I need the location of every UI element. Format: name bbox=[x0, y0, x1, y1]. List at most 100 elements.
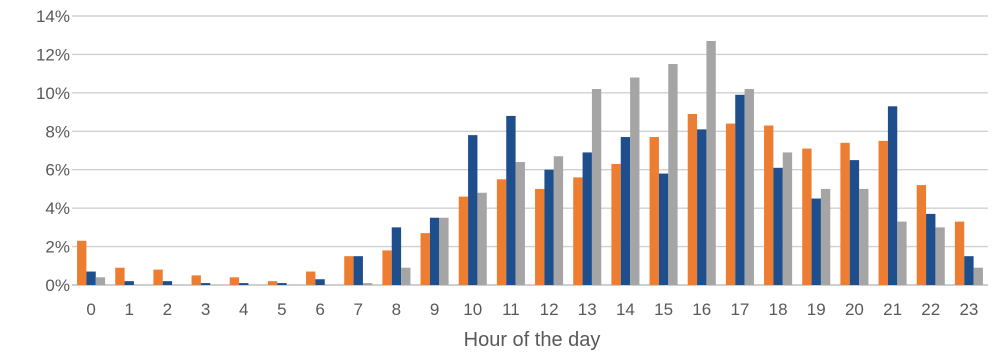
bar-series-1 bbox=[649, 137, 659, 285]
x-tick-label: 23 bbox=[959, 300, 978, 319]
bar-series-2 bbox=[697, 129, 707, 285]
bar-series-1 bbox=[840, 142, 850, 285]
bar-series-2 bbox=[391, 227, 402, 285]
bar-series-1 bbox=[306, 271, 316, 285]
bar-series-2 bbox=[773, 167, 783, 285]
bar-series-2 bbox=[429, 217, 440, 285]
bar-series-2 bbox=[353, 256, 363, 285]
x-tick-label: 1 bbox=[125, 300, 134, 319]
x-tick-label: 18 bbox=[769, 300, 788, 319]
y-tick-label: 4% bbox=[45, 199, 70, 218]
bar-series-3 bbox=[897, 221, 907, 285]
bar-series-2 bbox=[162, 281, 173, 285]
bar-series-3 bbox=[630, 77, 640, 285]
bar-series-1 bbox=[344, 256, 354, 285]
x-tick-label: 22 bbox=[921, 300, 940, 319]
bar-series-3 bbox=[973, 267, 983, 285]
x-tick-label: 21 bbox=[883, 300, 902, 319]
bar-series-1 bbox=[458, 196, 469, 285]
bar-series-1 bbox=[153, 269, 163, 285]
bar-series-2 bbox=[849, 160, 860, 285]
bar-series-2 bbox=[277, 283, 287, 285]
x-tick-label: 19 bbox=[807, 300, 826, 319]
y-tick-label: 10% bbox=[36, 84, 70, 103]
bar-series-3 bbox=[744, 89, 754, 285]
bar-series-1 bbox=[878, 140, 888, 285]
y-tick-label: 12% bbox=[36, 45, 70, 64]
y-tick-label: 8% bbox=[45, 122, 70, 141]
x-tick-label: 13 bbox=[578, 300, 597, 319]
bars bbox=[77, 40, 983, 286]
x-tick-label: 10 bbox=[463, 300, 482, 319]
bar-series-1 bbox=[916, 185, 927, 285]
bar-series-2 bbox=[887, 106, 898, 285]
bar-series-3 bbox=[935, 227, 945, 285]
y-tick-label: 2% bbox=[45, 238, 70, 257]
x-tick-label: 16 bbox=[692, 300, 711, 319]
bar-series-1 bbox=[687, 113, 698, 285]
bar-series-1 bbox=[115, 267, 125, 285]
y-tick-label: 14% bbox=[36, 7, 70, 26]
y-tick-label: 6% bbox=[45, 161, 70, 180]
bar-series-2 bbox=[86, 271, 96, 285]
bar-series-3 bbox=[782, 152, 793, 285]
y-tick-label: 0% bbox=[45, 276, 70, 295]
x-tick-label: 7 bbox=[354, 300, 363, 319]
bar-series-2 bbox=[811, 198, 821, 285]
bar-series-3 bbox=[401, 267, 411, 285]
x-tick-label: 3 bbox=[201, 300, 210, 319]
bar-series-2 bbox=[200, 283, 211, 285]
x-tick-label: 4 bbox=[239, 300, 248, 319]
x-tick-label: 0 bbox=[86, 300, 95, 319]
bar-series-2 bbox=[239, 283, 249, 285]
bar-series-1 bbox=[725, 123, 736, 285]
bar-series-1 bbox=[954, 221, 965, 285]
bar-series-2 bbox=[468, 135, 478, 285]
x-axis-title: Hour of the day bbox=[464, 329, 601, 351]
bar-series-2 bbox=[315, 279, 325, 285]
bar-series-2 bbox=[582, 152, 592, 285]
bar-series-3 bbox=[477, 192, 487, 285]
bar-series-1 bbox=[420, 233, 430, 285]
bar-series-1 bbox=[802, 148, 812, 285]
bar-series-2 bbox=[124, 281, 134, 285]
x-tick-label: 11 bbox=[502, 300, 520, 319]
bar-series-1 bbox=[535, 188, 545, 285]
y-axis-ticks: 0% 2% 4% 6% 8% 10% 12% 14% bbox=[36, 7, 70, 295]
bar-series-3 bbox=[362, 283, 373, 285]
bar-series-1 bbox=[496, 179, 507, 285]
x-tick-label: 15 bbox=[654, 300, 673, 319]
bar-series-1 bbox=[229, 277, 240, 285]
bar-series-3 bbox=[706, 40, 716, 285]
bar-series-3 bbox=[820, 188, 831, 285]
bar-series-3 bbox=[591, 89, 602, 285]
bar-series-2 bbox=[544, 169, 554, 285]
x-tick-label: 5 bbox=[277, 300, 286, 319]
bar-series-3 bbox=[515, 162, 525, 285]
bar-series-1 bbox=[267, 281, 278, 285]
bar-series-1 bbox=[77, 240, 87, 285]
bar-series-2 bbox=[735, 94, 745, 286]
x-tick-label: 20 bbox=[845, 300, 864, 319]
bar-series-1 bbox=[382, 250, 392, 285]
bar-series-1 bbox=[764, 125, 774, 286]
bar-series-3 bbox=[439, 217, 449, 285]
bar-series-3 bbox=[859, 188, 869, 285]
x-tick-label: 12 bbox=[540, 300, 559, 319]
bar-series-1 bbox=[191, 275, 201, 285]
bar-series-1 bbox=[573, 177, 583, 285]
bar-series-2 bbox=[658, 173, 669, 285]
bar-series-2 bbox=[926, 213, 936, 285]
bar-series-3 bbox=[553, 156, 564, 285]
x-tick-label: 2 bbox=[163, 300, 172, 319]
bar-series-1 bbox=[611, 163, 621, 285]
bar-series-2 bbox=[964, 256, 974, 285]
x-tick-label: 6 bbox=[315, 300, 324, 319]
x-axis-ticks: 0 1 2 3 4 5 6 7 8 9 10 11 12 13 14 15 16 17 18 19 20 21 22 23 bbox=[86, 300, 978, 319]
bar-series-2 bbox=[506, 115, 516, 286]
x-tick-label: 8 bbox=[392, 300, 401, 319]
bar-series-3 bbox=[668, 64, 678, 286]
bar-series-3 bbox=[95, 277, 106, 285]
